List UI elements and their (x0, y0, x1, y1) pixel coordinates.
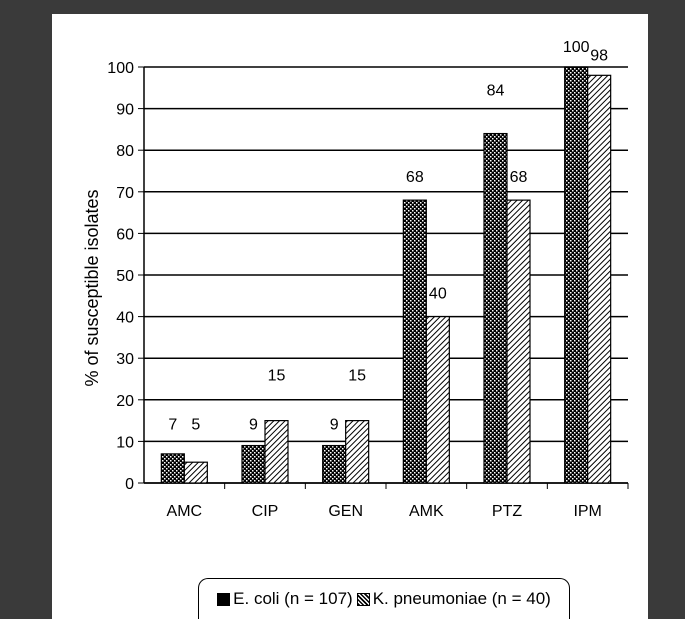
bar-ecoli-amk (402, 199, 427, 484)
y-tick-label-30: 30 (116, 351, 134, 368)
y-tick-label-50: 50 (116, 268, 134, 285)
data-label-ecoli-gen: 9 (330, 416, 339, 433)
data-label-ecoli-cip: 9 (249, 416, 258, 433)
y-tick-label-60: 60 (116, 226, 134, 243)
bar-kpneumoniae-amk (425, 316, 450, 484)
y-tick-label-10: 10 (116, 434, 134, 451)
y-tick-label-100: 100 (107, 60, 134, 77)
y-tick-label-90: 90 (116, 102, 134, 119)
data-label-kpneumoniae-amk: 40 (429, 286, 447, 303)
data-label-ecoli-ptz: 84 (487, 83, 505, 100)
x-tick-label-ptz: PTZ (492, 503, 522, 520)
legend-item-ecoli: E. coli (n = 107) (217, 589, 353, 609)
x-tick-label-ipm: IPM (573, 503, 601, 520)
legend-swatch-kpneumoniae (356, 592, 370, 606)
bar-kpneumoniae-ptz (506, 199, 531, 484)
data-label-ecoli-amc: 7 (168, 416, 177, 433)
legend-item-kpneumoniae: K. pneumoniae (n = 40) (356, 589, 551, 609)
data-label-kpneumoniae-ptz: 68 (510, 169, 528, 186)
y-tick-label-0: 0 (125, 476, 134, 493)
bar-ecoli-gen (322, 444, 347, 484)
data-label-kpneumoniae-cip: 15 (268, 368, 286, 385)
bar-kpneumoniae-gen (345, 420, 370, 484)
data-label-kpneumoniae-ipm: 98 (590, 47, 608, 64)
bar-kpneumoniae-cip (264, 420, 289, 484)
bar-chart: 0 10 20 30 40 50 60 70 80 90 100 AMC 7 5 CIP 9 15 GEN 9 15… (82, 39, 629, 520)
x-tick-label-gen: GEN (328, 503, 363, 520)
bar-ecoli-cip (241, 444, 266, 484)
chart-legend: E. coli (n = 107) K. pneumoniae (n = 40) (198, 578, 570, 619)
bar-ecoli-ipm (564, 66, 589, 484)
bar-kpneumoniae-amc (183, 461, 208, 484)
data-label-ecoli-ipm: 100 (563, 39, 590, 56)
bar-ecoli-amc (160, 453, 185, 484)
legend-label-ecoli: E. coli (n = 107) (233, 589, 353, 608)
bar-kpneumoniae-ipm (587, 74, 612, 484)
figure-page: 0 10 20 30 40 50 60 70 80 90 100 AMC 7 5 CIP 9 15 GEN 9 15… (52, 14, 648, 619)
data-label-ecoli-amk: 68 (406, 169, 424, 186)
data-label-kpneumoniae-amc: 5 (191, 416, 200, 433)
x-tick-label-amk: AMK (409, 503, 444, 520)
legend-swatch-ecoli (217, 592, 231, 606)
x-tick-label-cip: CIP (252, 503, 279, 520)
data-label-kpneumoniae-gen: 15 (348, 368, 366, 385)
x-tick-label-amc: AMC (167, 503, 203, 520)
y-axis-label: % of susceptible isolates (82, 189, 102, 386)
y-tick-label-40: 40 (116, 310, 134, 327)
legend-label-kpneumoniae: K. pneumoniae (n = 40) (372, 589, 551, 608)
bar-ecoli-ptz (483, 132, 508, 484)
y-tick-label-70: 70 (116, 185, 134, 202)
y-tick-label-80: 80 (116, 143, 134, 160)
y-tick-label-20: 20 (116, 393, 134, 410)
